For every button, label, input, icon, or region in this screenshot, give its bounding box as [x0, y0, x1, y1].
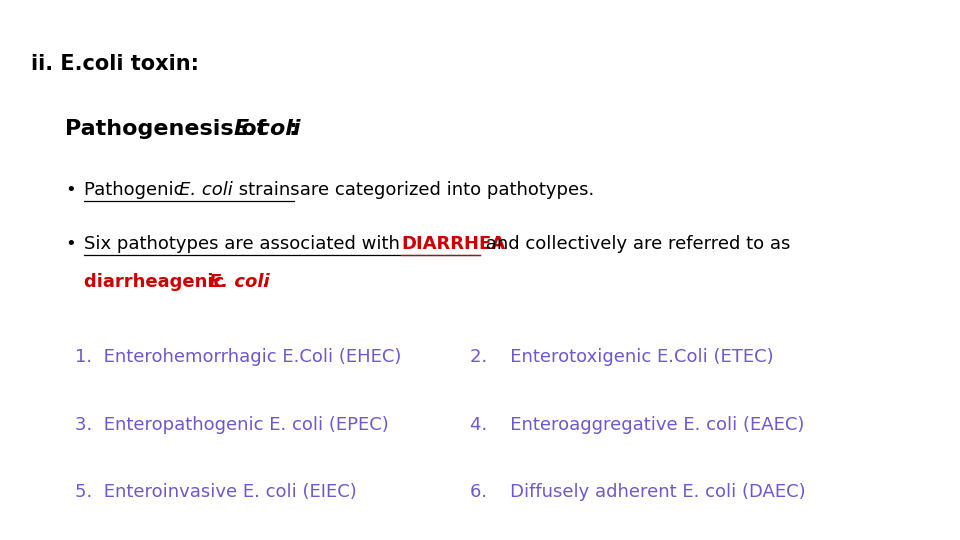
- Text: E. coli: E. coli: [209, 273, 270, 291]
- Text: and collectively are referred to as: and collectively are referred to as: [480, 235, 790, 253]
- Text: •: •: [65, 181, 76, 199]
- Text: 5.  Enteroinvasive E. coli (EIEC): 5. Enteroinvasive E. coli (EIEC): [75, 483, 356, 501]
- Text: E. coli: E. coli: [179, 181, 232, 199]
- Text: strains: strains: [233, 181, 300, 199]
- Text: diarrheagenic: diarrheagenic: [84, 273, 230, 291]
- Text: 1.  Enterohemorrhagic E.Coli (EHEC): 1. Enterohemorrhagic E.Coli (EHEC): [75, 348, 401, 366]
- Text: are categorized into pathotypes.: are categorized into pathotypes.: [294, 181, 594, 199]
- Text: 2.    Enterotoxigenic E.Coli (ETEC): 2. Enterotoxigenic E.Coli (ETEC): [470, 348, 774, 366]
- Text: :: :: [289, 119, 298, 139]
- Text: 3.  Enteropathogenic E. coli (EPEC): 3. Enteropathogenic E. coli (EPEC): [75, 416, 389, 434]
- Text: Pathogenesis of: Pathogenesis of: [65, 119, 275, 139]
- Text: •: •: [65, 235, 76, 253]
- Text: ii. E.coli toxin:: ii. E.coli toxin:: [31, 54, 199, 74]
- Text: 4.    Enteroaggregative E. coli (EAEC): 4. Enteroaggregative E. coli (EAEC): [470, 416, 804, 434]
- Text: DIARRHEA: DIARRHEA: [401, 235, 505, 253]
- Text: Six pathotypes are associated with: Six pathotypes are associated with: [84, 235, 406, 253]
- Text: .: .: [261, 273, 268, 291]
- Text: E.coli: E.coli: [233, 119, 300, 139]
- Text: Pathogenic: Pathogenic: [84, 181, 190, 199]
- Text: 6.    Diffusely adherent E. coli (DAEC): 6. Diffusely adherent E. coli (DAEC): [470, 483, 806, 501]
